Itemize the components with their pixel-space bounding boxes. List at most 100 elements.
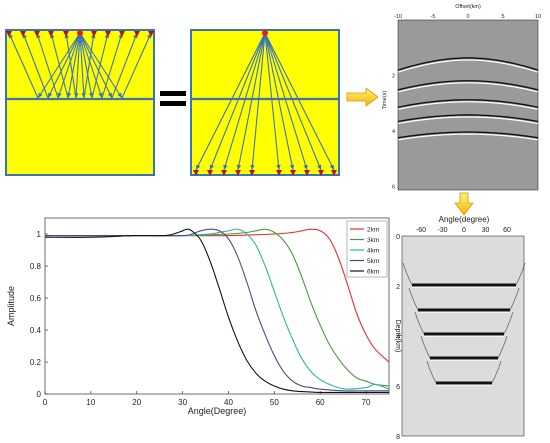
receiver-icon bbox=[318, 170, 324, 176]
reflected-ray bbox=[22, 32, 49, 99]
image-ray bbox=[223, 32, 266, 171]
gather-event-trough bbox=[397, 131, 539, 139]
chart-ytick-label: 0.6 bbox=[30, 294, 42, 303]
down-arrow-icon bbox=[454, 192, 474, 216]
image-ray bbox=[251, 32, 266, 171]
receiver-icon bbox=[249, 170, 255, 176]
chart-ylabel: Amplitude bbox=[6, 286, 16, 326]
gather-ytick-label: 6 bbox=[392, 185, 395, 191]
angle-gather-ytick-label: 8 bbox=[396, 434, 400, 441]
series-line-4km bbox=[45, 228, 390, 390]
angle-gather-x-ticks: -60 -30 0 30 60 bbox=[416, 227, 511, 234]
model-left-box bbox=[5, 29, 155, 176]
ray-arrowhead bbox=[107, 92, 112, 98]
chart-ytick-label: 0.4 bbox=[30, 326, 42, 335]
incident-ray bbox=[67, 32, 81, 99]
gather-event-peak bbox=[397, 133, 539, 141]
incident-ray bbox=[79, 32, 123, 99]
angle-gather-event-sidelobe bbox=[412, 286, 516, 288]
angle-gather-ytick-label: 2 bbox=[396, 284, 400, 291]
angle-gather-xlabel: Angle(degree) bbox=[439, 215, 490, 224]
chart-xtick-label: 30 bbox=[178, 398, 187, 407]
chart-xtick-label: 50 bbox=[270, 398, 279, 407]
chart-xtick-label: 0 bbox=[43, 398, 48, 407]
source-icon bbox=[262, 30, 268, 36]
angle-gather-ytick-label: 4 bbox=[396, 334, 400, 341]
incident-ray bbox=[57, 32, 81, 99]
gather-xlabel: Offset(km) bbox=[455, 4, 481, 10]
image-ray bbox=[264, 32, 335, 171]
angle-gather-tail bbox=[497, 335, 508, 359]
ray-arrowhead bbox=[38, 92, 43, 98]
ray-arrowhead bbox=[117, 92, 122, 98]
angle-gather-panel: Angle(degree) -60 -30 0 30 60 Depth(km) 0 2 4 6… bbox=[394, 215, 526, 441]
receiver-icon bbox=[276, 170, 282, 176]
reflected-ray bbox=[8, 32, 39, 99]
amplitude-chart: 0 10 20 30 40 50 60 70 0 0.2 0.4 0.6 0.8 1 Angle(Degr… bbox=[6, 217, 390, 416]
incident-ray bbox=[75, 32, 81, 99]
receiver-icon bbox=[221, 170, 227, 176]
angle-gather-xtick-label: 30 bbox=[482, 227, 490, 234]
receiver-icon bbox=[119, 31, 125, 37]
angle-gather-event bbox=[412, 283, 516, 287]
angle-gather-event-sidelobe bbox=[436, 384, 492, 386]
gather-event-peak bbox=[397, 116, 539, 125]
receiver-icon bbox=[290, 170, 296, 176]
reflected-ray bbox=[65, 32, 77, 99]
receiver-icon bbox=[63, 31, 69, 37]
gather-event-trough bbox=[397, 99, 539, 108]
chart-xlabel: Angle(Degree) bbox=[188, 406, 247, 416]
reflected-ray bbox=[83, 32, 95, 99]
chart-series-lines bbox=[44, 228, 390, 393]
angle-gather-event bbox=[418, 308, 510, 312]
reflected-ray bbox=[50, 32, 69, 99]
angle-gather-event bbox=[436, 381, 492, 385]
receiver-icon bbox=[134, 31, 140, 37]
ray-arrowhead bbox=[329, 164, 334, 170]
ray-arrowhead bbox=[289, 164, 295, 170]
chart-xtick-label: 60 bbox=[316, 398, 325, 407]
angle-gather-tail bbox=[503, 311, 514, 335]
ray-arrowhead bbox=[250, 164, 255, 170]
ray-arrowhead bbox=[57, 92, 62, 98]
gather-frame bbox=[397, 19, 539, 191]
angle-gather-xtick-label: 60 bbox=[503, 227, 511, 234]
model-left-markers bbox=[6, 30, 154, 37]
gather-xtick-label: 0 bbox=[466, 14, 469, 20]
image-source-panel bbox=[190, 29, 340, 176]
incident-ray bbox=[79, 32, 93, 99]
angle-gather-tail bbox=[420, 335, 431, 359]
ray-arrowhead bbox=[276, 164, 281, 170]
angle-gather-event bbox=[430, 356, 498, 360]
reflected-ray bbox=[36, 32, 59, 99]
reflection-model-panel bbox=[5, 29, 155, 176]
angle-gather-tail bbox=[402, 262, 413, 286]
shot-gather-panel: Offset(km) -10 -5 0 5 10 Time(s) 2 4 6 bbox=[382, 4, 541, 191]
chart-ticks: 0 10 20 30 40 50 60 70 0 0.2 0.4 0.6 0.8 1 bbox=[30, 230, 371, 407]
gather-events bbox=[397, 57, 539, 141]
chart-xtick-label: 10 bbox=[86, 398, 95, 407]
image-ray bbox=[209, 32, 266, 171]
angle-gather-event-sidelobe bbox=[418, 311, 510, 313]
chart-ytick-label: 0 bbox=[37, 390, 42, 399]
receiver-icon bbox=[304, 170, 310, 176]
reflected-ray bbox=[121, 32, 152, 99]
angle-gather-ytick-label: 0 bbox=[396, 234, 400, 241]
image-ray bbox=[264, 32, 294, 171]
ray-arrowhead bbox=[209, 164, 214, 170]
reflected-ray bbox=[101, 32, 123, 99]
receiver-icon bbox=[20, 31, 26, 37]
angle-gather-event-sidelobe bbox=[430, 359, 498, 361]
gather-xtick-label: 5 bbox=[501, 14, 504, 20]
ray-arrowhead bbox=[303, 164, 308, 170]
chart-ytick-label: 0.2 bbox=[30, 358, 42, 367]
model-right-rays bbox=[195, 32, 335, 171]
image-ray bbox=[195, 32, 266, 171]
receiver-icon bbox=[6, 31, 12, 37]
angle-gather-ylabel: Depth(km) bbox=[394, 320, 401, 353]
image-ray bbox=[264, 32, 308, 171]
gather-event-trough bbox=[397, 80, 539, 91]
gather-event-peak bbox=[397, 101, 539, 110]
angle-gather-tail bbox=[509, 287, 520, 311]
incident-ray bbox=[79, 32, 85, 99]
